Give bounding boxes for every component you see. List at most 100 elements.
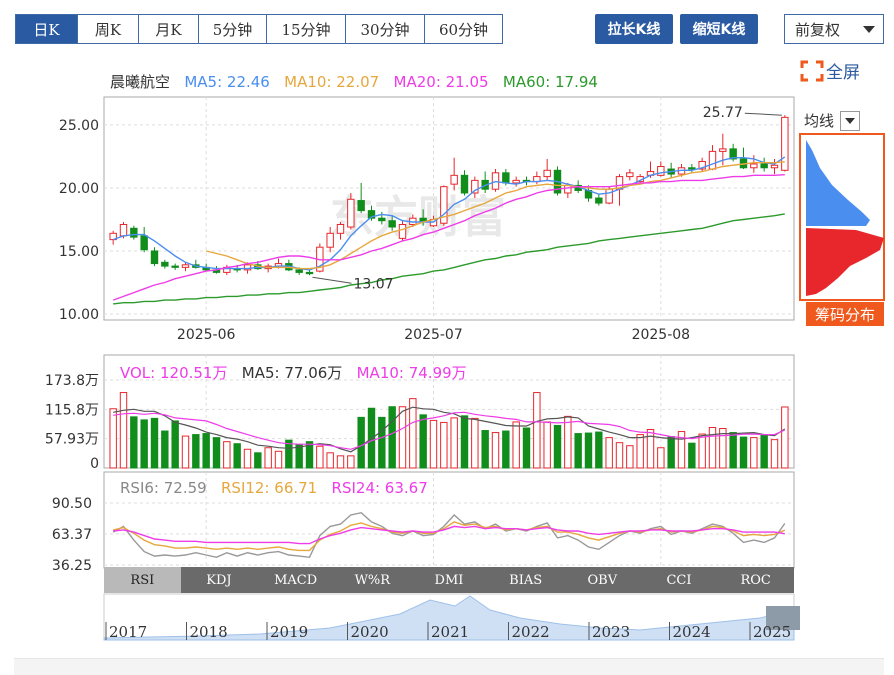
volume-bar xyxy=(109,408,117,469)
volume-bar xyxy=(543,421,551,469)
volume-bar xyxy=(719,428,727,469)
candle-body xyxy=(295,269,303,273)
candle-body xyxy=(171,265,179,268)
candle-body xyxy=(688,167,696,170)
candle-body xyxy=(750,163,758,169)
candle-body xyxy=(398,223,407,239)
indicator-tab-obv[interactable]: OBV xyxy=(564,567,641,593)
date-tick-label: 2025-08 xyxy=(632,327,691,343)
ma-select[interactable]: 均线 xyxy=(804,110,861,131)
rsi-tick-label: 63.37 xyxy=(52,527,92,543)
tab-2[interactable]: 月K xyxy=(138,14,199,44)
candle-body xyxy=(760,163,768,169)
volume-bar xyxy=(357,416,365,469)
rsi-legend: RSI6: 72.59 RSI12: 66.71 RSI24: 63.67 xyxy=(120,479,428,497)
adjust-select[interactable]: 前复权 xyxy=(784,14,884,44)
candle-body xyxy=(440,186,448,224)
vol-value: VOL: 120.51万 xyxy=(120,364,228,382)
stock-name: 晨曦航空 xyxy=(110,73,171,91)
indicator-tab-macd[interactable]: MACD xyxy=(257,567,334,593)
volume-bar xyxy=(533,392,541,469)
volume-ma5-line xyxy=(113,406,786,453)
adjust-label: 前复权 xyxy=(795,20,841,39)
indicator-tab-roc[interactable]: ROC xyxy=(717,567,794,593)
bottom-related-bar xyxy=(14,658,884,675)
watermark: 东方财富 xyxy=(330,192,506,243)
volume-bar xyxy=(667,436,675,469)
price-tick-label: 25.00 xyxy=(59,118,99,134)
chevron-down-icon xyxy=(863,26,875,33)
tab-1[interactable]: 周K xyxy=(77,14,139,44)
tab-5[interactable]: 30分钟 xyxy=(345,14,425,44)
candle-body xyxy=(347,198,355,228)
volume-bar xyxy=(388,406,396,469)
volume-bar xyxy=(781,406,789,469)
vol-ma5: MA5: 77.06万 xyxy=(241,364,343,382)
price-ma5-line xyxy=(112,156,786,271)
ma20-legend: MA20: 21.05 xyxy=(393,73,489,91)
price-ma20-line xyxy=(112,174,785,301)
volume-bar xyxy=(326,452,334,469)
volume-bar xyxy=(419,414,427,469)
volume-ma10-line xyxy=(113,411,786,450)
indicator-tab-cci[interactable]: CCI xyxy=(640,567,718,593)
volume-bar xyxy=(150,417,159,469)
tab-6[interactable]: 60分钟 xyxy=(424,14,503,44)
indicator-tab-kdj[interactable]: KDJ xyxy=(180,567,258,593)
volume-bar xyxy=(502,430,510,469)
chip-profit-area xyxy=(806,140,870,226)
indicator-tab-wr[interactable]: W%R xyxy=(334,567,411,593)
volume-bar xyxy=(347,455,355,469)
vol-legend: VOL: 120.51万 MA5: 77.06万 MA10: 74.99万 xyxy=(120,362,467,383)
tab-4[interactable]: 15分钟 xyxy=(266,14,346,44)
rsi-tick-label: 36.25 xyxy=(52,558,92,574)
tab-0[interactable]: 日K xyxy=(15,14,78,44)
tab-3[interactable]: 5分钟 xyxy=(198,14,267,44)
volume-bar xyxy=(223,441,231,469)
volume-bar xyxy=(243,448,252,469)
volume-bar xyxy=(770,439,779,469)
candle-body xyxy=(502,172,510,184)
indicator-tab-bias[interactable]: BIAS xyxy=(487,567,564,593)
indicator-tab-rsi[interactable]: RSI xyxy=(104,567,181,593)
candle-body xyxy=(564,184,572,194)
volume-bar xyxy=(481,430,489,469)
volume-bar xyxy=(595,431,603,469)
navigator-year-label: 2017 xyxy=(109,623,147,641)
shorten-kline-button[interactable]: 缩短K线 xyxy=(680,14,758,44)
candle-body xyxy=(357,200,365,212)
candle-body xyxy=(460,174,469,194)
volume-bar xyxy=(202,433,210,469)
candle-body xyxy=(657,166,665,176)
navigator-year-label: 2023 xyxy=(592,623,630,641)
high-annotation: 25.77 xyxy=(703,105,743,121)
volume-bar xyxy=(212,437,221,469)
volume-bar xyxy=(440,421,448,469)
high-annotation-arrow xyxy=(744,112,782,116)
candle-body xyxy=(595,197,603,204)
candle-body xyxy=(161,261,169,267)
price-tick-label: 10.00 xyxy=(59,307,99,323)
candle-body xyxy=(130,227,138,238)
volume-bar xyxy=(192,434,200,469)
candle-body xyxy=(471,179,479,194)
rsi12-value: RSI12: 66.71 xyxy=(221,479,318,497)
volume-bar xyxy=(657,447,665,469)
fullscreen-button[interactable]: 全屏 xyxy=(800,58,860,83)
volume-bar xyxy=(460,415,469,469)
price-panel-frame xyxy=(103,96,795,321)
indicator-tab-dmi[interactable]: DMI xyxy=(410,567,488,593)
rsi-tick-label: 90.50 xyxy=(52,496,92,512)
chip-distribution-button[interactable]: 筹码分布 xyxy=(806,302,884,326)
navigator-year-label: 2020 xyxy=(351,623,389,641)
lengthen-kline-button[interactable]: 拉长K线 xyxy=(595,14,673,44)
volume-bar xyxy=(119,392,128,469)
price-tick-label: 15.00 xyxy=(59,244,99,260)
candle-body xyxy=(605,188,613,204)
volume-tick-label: 173.8万 xyxy=(45,373,99,389)
rsi-rsi6-line xyxy=(112,511,786,559)
ma-select-label: 均线 xyxy=(804,112,835,130)
volume-panel-frame xyxy=(103,354,795,469)
candle-body xyxy=(719,148,727,152)
